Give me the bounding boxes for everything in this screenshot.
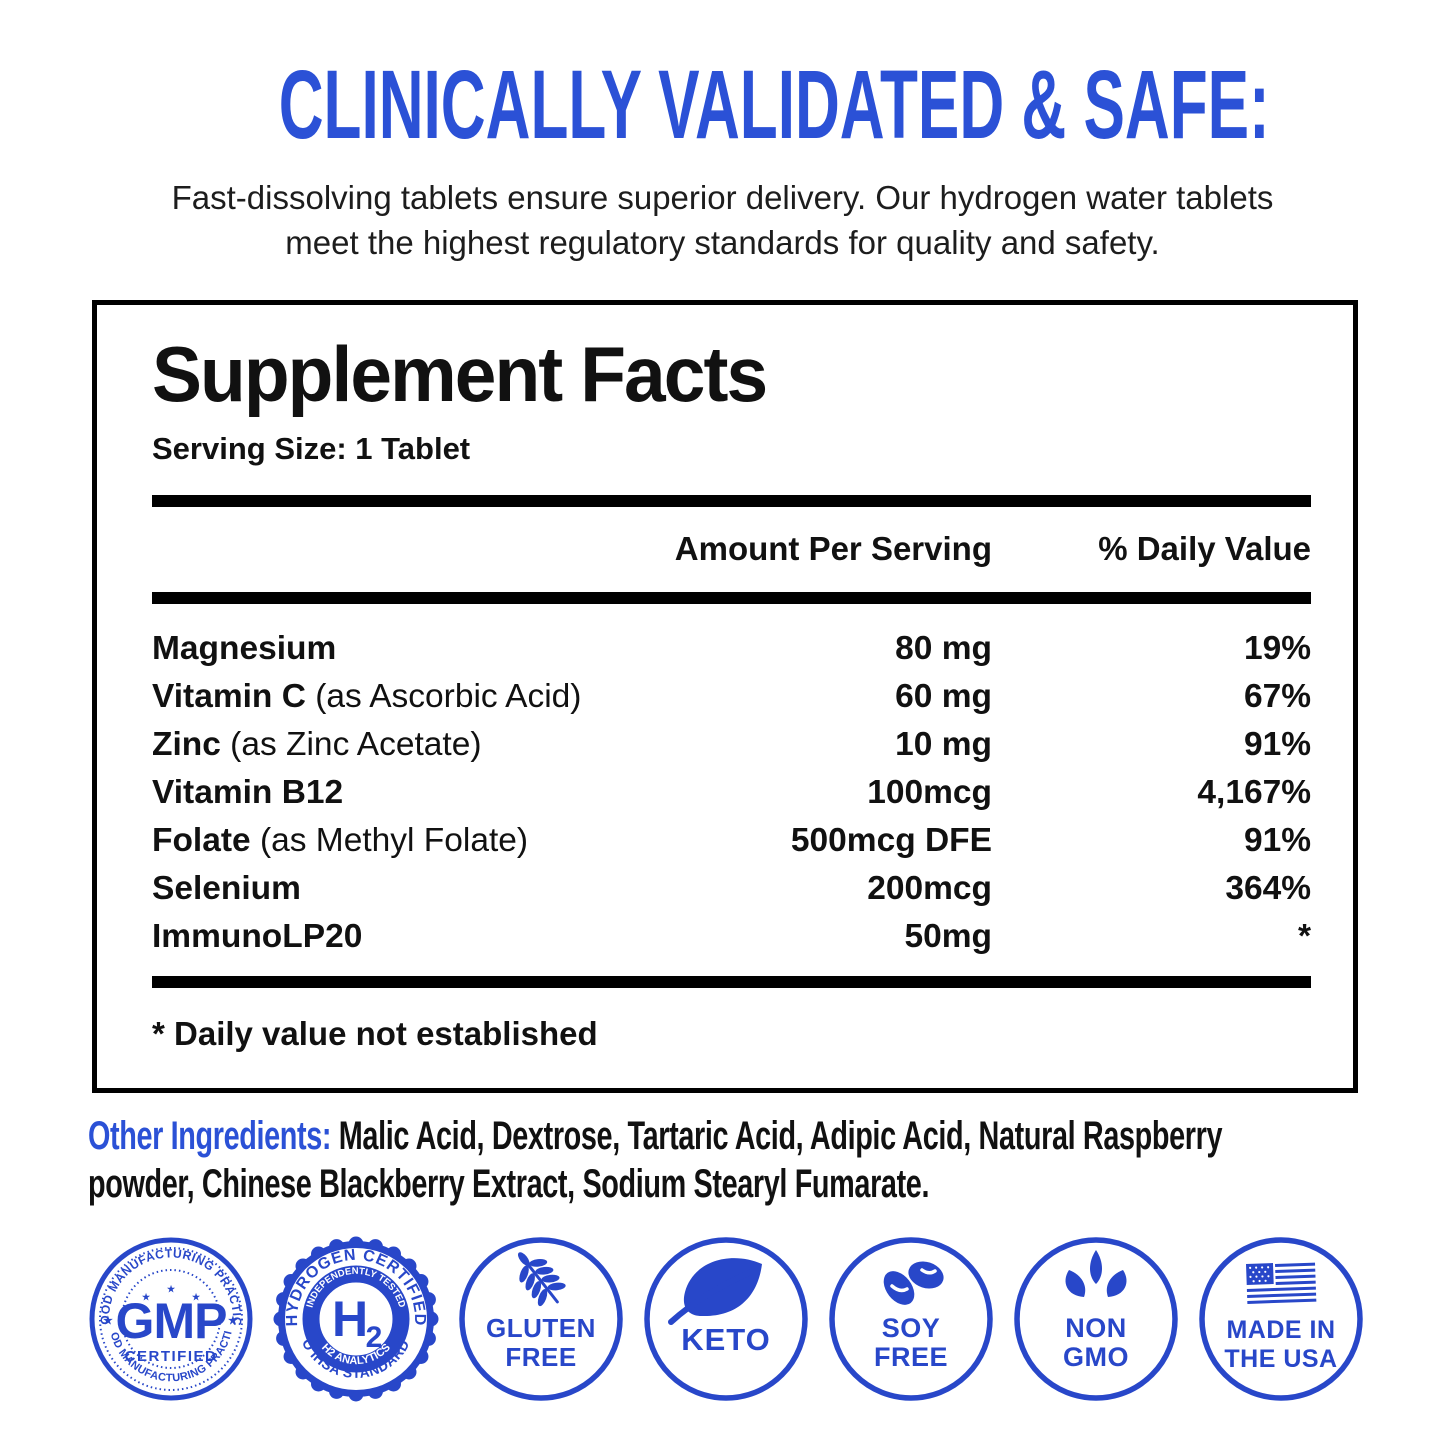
nutrient-name: Vitamin B12	[152, 774, 344, 811]
serving-size: Serving Size: 1 Tablet	[152, 431, 471, 466]
table-row: Vitamin B12 100mcg 4,167%	[152, 769, 1311, 817]
divider-bar	[152, 592, 1311, 604]
badge-soy-free: SOY FREE	[826, 1234, 996, 1404]
svg-text:★: ★	[228, 1315, 238, 1327]
table-header: Amount Per Serving % Daily Value	[152, 527, 1311, 571]
nutrient-name-detail: (as Ascorbic Acid)	[305, 678, 582, 715]
badge-hydrogen-certified: HYDROGEN CERTIFIED TO IHSA STANDARDS IND…	[271, 1234, 441, 1404]
page-title: CLINICALLY VALIDATED & SAFE:	[0, 56, 1445, 153]
divider-bar	[152, 976, 1311, 988]
badge-label: KETO	[681, 1322, 771, 1357]
nutrient-daily-value: 91%	[1243, 822, 1311, 859]
badge-gmp-certified: GOOD MANUFACTURING PRACTICE GOOD MANUFAC…	[86, 1234, 256, 1404]
table-row: Zinc (as Zinc Acetate) 10 mg 91%	[152, 721, 1311, 769]
svg-text:★: ★	[192, 1292, 201, 1302]
table-row: Magnesium 80 mg 19%	[152, 625, 1311, 673]
supplement-facts-panel: Supplement Facts Serving Size: 1 Tablet …	[92, 300, 1358, 1093]
badge-label: FREE	[874, 1342, 948, 1372]
badge-made-in-usa: MADE IN THE USA	[1196, 1234, 1366, 1404]
nutrient-name: Vitamin C	[152, 678, 306, 715]
badge-label: THE USA	[1224, 1345, 1337, 1373]
panel-title: Supplement Facts	[152, 330, 768, 418]
nutrient-amount: 50mg	[904, 918, 992, 955]
wheat-icon	[517, 1252, 566, 1307]
nutrient-amount: 80 mg	[895, 630, 992, 667]
subtitle-line: Fast-dissolving tablets ensure superior …	[171, 179, 1274, 216]
nutrient-amount: 100mcg	[867, 774, 992, 811]
leaf-icon	[668, 1258, 762, 1325]
badge-label: GMO	[1063, 1342, 1129, 1372]
svg-text:2: 2	[366, 1321, 383, 1354]
table-row: Selenium 200mcg 364%	[152, 865, 1311, 913]
nutrient-name: Zinc	[152, 726, 221, 763]
table-row: ImmunoLP20 50mg *	[152, 913, 1311, 961]
table-row: Folate (as Methyl Folate) 500mcg DFE 91%	[152, 817, 1311, 865]
table-row: Vitamin C (as Ascorbic Acid) 60 mg 67%	[152, 673, 1311, 721]
nutrient-amount: 200mcg	[867, 870, 992, 907]
other-ingredients-text: Malic Acid, Dextrose, Tartaric Acid, Adi…	[331, 1114, 1223, 1158]
divider-bar	[152, 495, 1311, 507]
nutrient-name: ImmunoLP20	[152, 918, 363, 955]
nutrient-name-detail: (as Zinc Acetate)	[220, 726, 482, 763]
badge-gluten-free: GLUTEN FREE	[456, 1234, 626, 1404]
h2-center-text: H	[332, 1291, 368, 1347]
h2-seal-icon: HYDROGEN CERTIFIED TO IHSA STANDARDS IND…	[271, 1234, 439, 1402]
gmp-center-text: GMP	[116, 1293, 227, 1349]
sprout-icon	[1065, 1250, 1127, 1297]
nutrient-name-detail: (as Methyl Folate)	[250, 822, 529, 859]
other-ingredients-text: powder, Chinese Blackberry Extract, Sodi…	[88, 1162, 930, 1206]
badge-non-gmo: NON GMO	[1011, 1234, 1181, 1404]
badge-label: FREE	[505, 1342, 576, 1372]
subtitle-line: meet the highest regulatory standards fo…	[285, 223, 1160, 261]
nutrient-amount: 500mcg DFE	[790, 822, 992, 859]
svg-text:★: ★	[167, 1284, 176, 1294]
badge-label: MADE IN	[1226, 1316, 1335, 1344]
badge-label: NON	[1065, 1313, 1127, 1343]
gmp-certified-text: CERTIFIED	[125, 1348, 218, 1365]
nutrient-table: Magnesium 80 mg 19% Vitamin C (as Ascorb…	[152, 625, 1311, 961]
nutrient-daily-value: 364%	[1225, 870, 1311, 907]
badge-keto: KETO	[641, 1234, 811, 1404]
badge-label: SOY	[882, 1313, 941, 1343]
column-header-amount: Amount Per Serving	[674, 530, 992, 567]
gmp-stamp-icon: GOOD MANUFACTURING PRACTICE GOOD MANUFAC…	[86, 1234, 253, 1401]
nutrient-daily-value: 91%	[1243, 726, 1311, 763]
svg-text:★: ★	[103, 1315, 113, 1327]
nutrient-name: Selenium	[152, 870, 301, 907]
usa-flag-icon	[1246, 1262, 1317, 1304]
nutrient-amount: 60 mg	[895, 678, 992, 715]
nutrient-amount: 10 mg	[895, 726, 992, 763]
page-subtitle: Fast-dissolving tablets ensure superior …	[0, 176, 1445, 265]
other-ingredients-label: Other Ingredients:	[88, 1114, 332, 1158]
badge-label: GLUTEN	[486, 1313, 596, 1343]
soybeans-icon	[883, 1261, 944, 1305]
svg-text:★: ★	[142, 1292, 151, 1302]
nutrient-daily-value: 67%	[1243, 678, 1311, 715]
nutrient-daily-value: 19%	[1243, 630, 1311, 667]
other-ingredients: Other Ingredients: Malic Acid, Dextrose,…	[88, 1112, 1445, 1208]
nutrient-daily-value: 4,167%	[1197, 774, 1311, 811]
certification-badges: GOOD MANUFACTURING PRACTICE GOOD MANUFAC…	[86, 1234, 1366, 1404]
page-title-text: CLINICALLY VALIDATED & SAFE:	[278, 50, 1270, 159]
daily-value-footnote: * Daily value not established	[152, 1015, 598, 1052]
column-header-daily-value: % Daily Value	[1098, 530, 1311, 567]
nutrient-name: Magnesium	[152, 630, 337, 667]
nutrient-name: Folate	[152, 822, 251, 859]
nutrient-daily-value: *	[1297, 918, 1311, 955]
